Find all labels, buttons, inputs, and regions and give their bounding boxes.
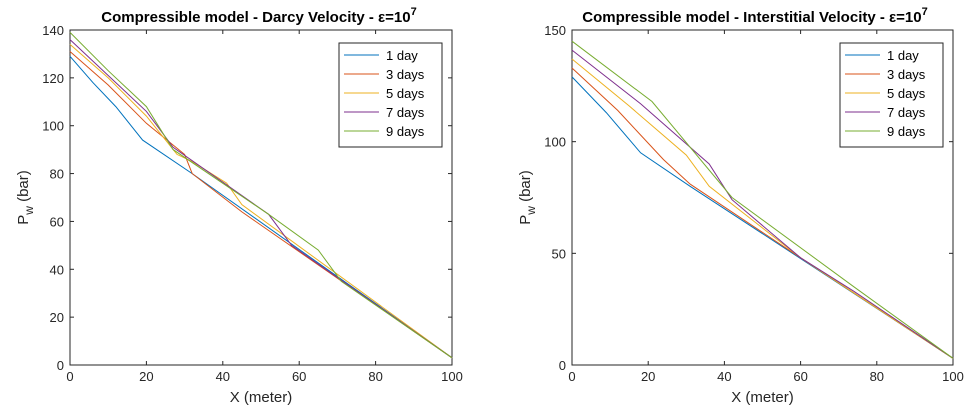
legend: 1 day 3 days 5 days 7 days 9 days [338,42,443,148]
series-line-1-day [571,76,954,359]
series-line-5-days [571,58,954,359]
y-tick-label: 20 [50,310,64,325]
legend-label: 1 day [386,48,418,63]
chart-title-exponent: 7 [411,6,417,18]
legend-box [839,42,944,148]
y-tick-label: 0 [559,358,566,373]
y-tick-label: 40 [50,262,64,277]
x-tick-label: 100 [942,369,964,384]
legend-label: 7 days [386,105,425,120]
x-tick-label: 0 [66,369,73,384]
y-axis-label: Pw (bar) [517,170,538,225]
series-line-7-days [69,39,453,359]
legend: 1 day 3 days 5 days 7 days 9 days [839,42,944,148]
y-tick-label: 60 [50,214,64,229]
y-tick-label: 50 [552,246,566,261]
x-axis-label: X (meter) [230,389,293,406]
y-axis-label-subscript: w [22,206,36,216]
legend-label: 7 days [887,105,926,120]
legend-label: 3 days [386,67,425,82]
x-tick-label: 20 [139,369,153,384]
y-tick-label: 140 [42,23,64,38]
y-tick-label: 100 [544,135,566,150]
legend-label: 5 days [386,86,425,101]
y-axis-label-unit: (bar) [517,170,534,206]
x-tick-label: 0 [568,369,575,384]
darcy-velocity-chart: Compressible model - Darcy Velocity - ε=… [15,6,463,406]
y-axis-label-subscript: w [524,206,538,216]
series-line-9-days [69,32,453,359]
legend-label: 5 days [887,86,926,101]
series-line-9-days [571,40,954,359]
series-line-7-days [571,49,954,359]
plot-area-border [69,29,453,366]
y-tick-label: 150 [544,23,566,38]
y-axis-label-main: P [517,215,534,225]
legend-label: 9 days [887,124,926,139]
legend-label: 3 days [887,67,926,82]
series-line-1-day [69,55,453,359]
legend-label: 9 days [386,124,425,139]
y-tick-label: 80 [50,167,64,182]
legend-box [338,42,443,148]
y-axis-label: Pw (bar) [15,170,36,225]
y-axis-label-unit: (bar) [15,170,32,206]
chart-title-exponent: 7 [922,6,928,18]
chart-title: Compressible model - Interstitial Veloci… [582,6,927,26]
x-tick-label: 60 [292,369,306,384]
x-tick-label: 80 [368,369,382,384]
y-tick-label: 0 [57,358,64,373]
x-tick-label: 80 [870,369,884,384]
chart-title: Compressible model - Darcy Velocity - ε=… [101,6,416,26]
plot-area-border [571,29,954,366]
x-tick-label: 40 [216,369,230,384]
y-axis-label-main: P [15,215,32,225]
x-tick-label: 100 [441,369,463,384]
y-tick-label: 100 [42,119,64,134]
x-tick-label: 20 [641,369,655,384]
chart-title-text: Compressible model - Darcy Velocity - ε=… [101,9,410,26]
x-tick-label: 60 [793,369,807,384]
x-axis-label: X (meter) [731,389,794,406]
series-line-5-days [69,44,453,359]
series-line-3-days [69,51,453,359]
legend-label: 1 day [887,48,919,63]
x-tick-label: 40 [717,369,731,384]
y-tick-label: 120 [42,71,64,86]
chart-title-text: Compressible model - Interstitial Veloci… [582,9,921,26]
interstitial-velocity-chart: Compressible model - Interstitial Veloci… [517,6,964,406]
